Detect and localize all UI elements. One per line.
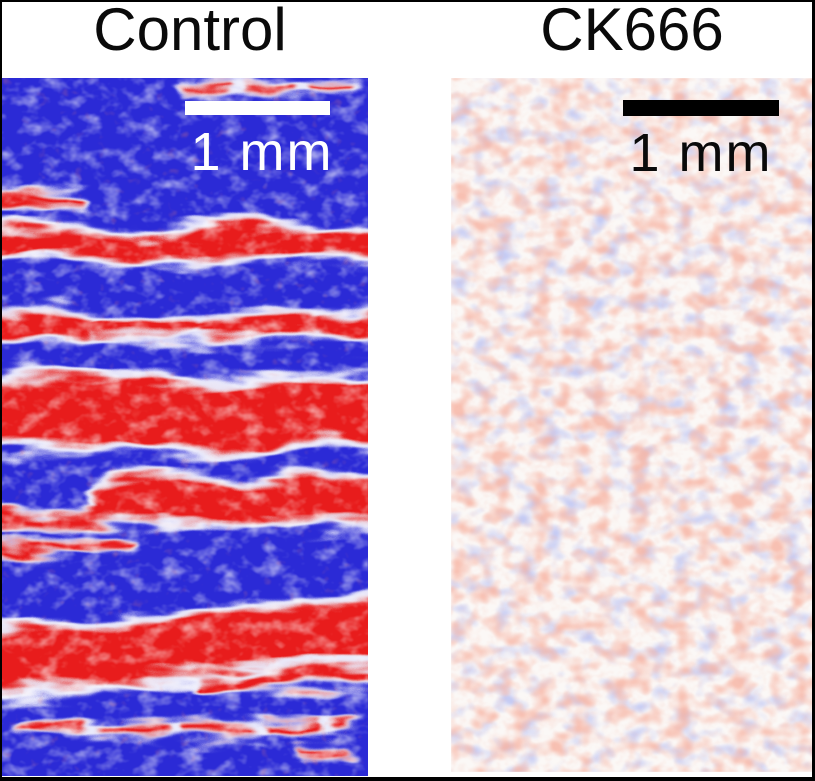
- control-image-panel: 1 mm: [2, 78, 368, 776]
- ck666-fine-grain: [451, 78, 813, 772]
- control-heatmap-texture: [2, 78, 368, 776]
- control-scale-label: 1 mm: [190, 122, 334, 182]
- panel-title-ck666: CK666: [540, 0, 724, 63]
- control-red-speckle: [2, 78, 368, 776]
- ck666-heatmap-texture: [451, 78, 813, 772]
- ck666-scale-bar: [623, 100, 779, 116]
- control-scale-bar: [185, 101, 330, 115]
- panel-title-control: Control: [93, 0, 287, 63]
- ck666-image-panel: 1 mm: [451, 78, 813, 772]
- ck666-scale-label: 1 mm: [629, 123, 773, 183]
